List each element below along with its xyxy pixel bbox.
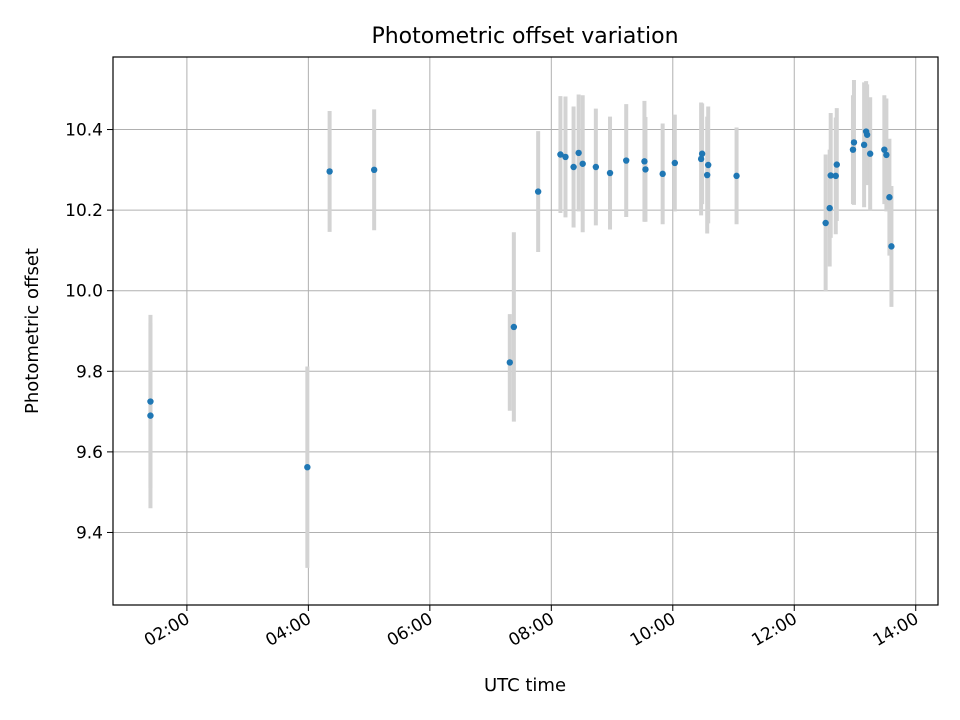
x-axis-label: UTC time — [484, 675, 566, 696]
y-tick-label: 10.2 — [65, 201, 103, 221]
data-point — [826, 204, 833, 212]
data-point — [575, 149, 582, 157]
data-point — [506, 359, 514, 366]
y-axis-label: Photometric offset — [22, 248, 43, 414]
data-point — [883, 151, 890, 159]
data-point — [881, 146, 888, 153]
data-point — [623, 157, 630, 164]
data-point — [886, 194, 893, 201]
plot-frame — [112, 56, 939, 606]
data-point — [147, 412, 154, 419]
data-point — [866, 150, 874, 157]
data-point — [705, 161, 712, 169]
data-point — [534, 188, 542, 195]
y-tick-label: 10.4 — [65, 121, 103, 141]
y-tick-label: 9.4 — [76, 523, 103, 543]
data-point — [370, 166, 378, 174]
data-point — [606, 169, 614, 177]
data-point — [326, 168, 333, 175]
data-point — [510, 323, 518, 331]
data-point — [832, 172, 839, 180]
data-point — [850, 139, 858, 146]
data-point — [833, 161, 840, 168]
data-point — [592, 163, 600, 171]
data-point — [147, 398, 154, 405]
data-point — [863, 131, 871, 138]
data-point — [671, 159, 679, 167]
point-layer — [147, 128, 895, 471]
data-point — [642, 166, 649, 173]
y-tick-label: 10.0 — [65, 282, 103, 302]
data-point — [641, 158, 648, 165]
data-point — [822, 219, 829, 227]
data-point — [697, 155, 705, 163]
data-point — [562, 153, 569, 161]
data-point — [698, 150, 706, 157]
data-point — [888, 243, 895, 250]
data-point — [827, 172, 834, 179]
chart-title: Photometric offset variation — [371, 24, 678, 49]
data-point — [570, 163, 577, 171]
data-point — [659, 170, 666, 178]
data-point — [860, 141, 868, 149]
y-tick-label: 9.8 — [76, 362, 103, 382]
grid-layer — [113, 57, 938, 605]
y-tick-label: 9.6 — [76, 443, 103, 463]
data-point — [849, 146, 857, 153]
data-point — [557, 151, 564, 158]
data-point — [733, 172, 740, 180]
data-point — [304, 463, 311, 471]
data-point — [579, 160, 586, 167]
data-point — [704, 171, 711, 179]
